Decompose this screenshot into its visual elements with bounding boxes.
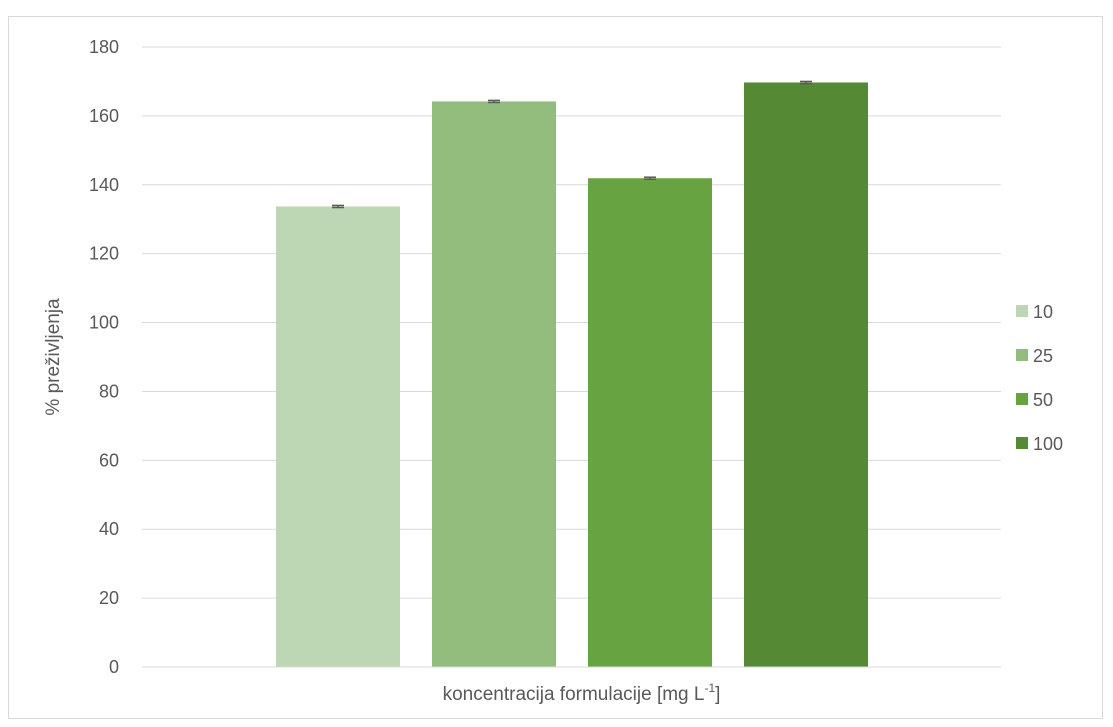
- y-tick-label: 60: [99, 450, 119, 470]
- x-axis-label-main: koncentracija formulacije [mg L: [443, 684, 705, 705]
- legend-swatch-10: [1016, 305, 1028, 317]
- x-axis-label-superscript: -1: [704, 681, 715, 695]
- bar-100: [744, 82, 868, 667]
- y-tick-label: 120: [89, 244, 119, 264]
- legend-swatch-50: [1016, 393, 1028, 405]
- y-tick-label: 160: [89, 106, 119, 126]
- legend-swatch-25: [1016, 349, 1028, 361]
- chart-frame: 0 20 40 60 80 100 120 140 160 180 % preživljenja …: [8, 16, 1103, 719]
- x-axis-label: koncentracija formulacije [mg L-1]: [443, 681, 721, 705]
- y-tick-label: 140: [89, 175, 119, 195]
- bar-50: [588, 178, 712, 667]
- gridlines: [142, 46, 1001, 599]
- legend-label-100: 100: [1033, 434, 1063, 454]
- y-tick-label: 80: [99, 381, 119, 401]
- y-axis-ticks: 0 20 40 60 80 100 120 140 160 180: [89, 37, 119, 677]
- bar-10: [276, 206, 400, 667]
- y-axis-label: % preživljenja: [43, 298, 64, 416]
- y-tick-label: 100: [89, 313, 119, 333]
- legend-label-50: 50: [1033, 390, 1053, 410]
- y-tick-label: 40: [99, 519, 119, 539]
- error-bars: [332, 80, 812, 209]
- y-tick-label: 20: [99, 588, 119, 608]
- y-tick-label: 180: [89, 37, 119, 57]
- bars: [276, 82, 868, 667]
- legend-label-25: 25: [1033, 346, 1053, 366]
- x-axis-label-suffix: ]: [715, 684, 720, 705]
- legend-label-10: 10: [1033, 302, 1053, 322]
- y-tick-label: 0: [109, 657, 119, 677]
- bar-25: [432, 101, 556, 667]
- legend: 10 25 50 100: [1016, 302, 1063, 454]
- legend-swatch-100: [1016, 437, 1028, 449]
